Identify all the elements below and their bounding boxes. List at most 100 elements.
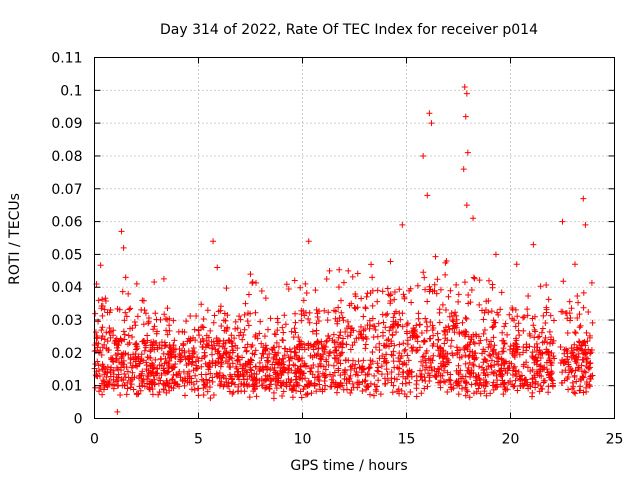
data-point — [580, 350, 587, 357]
data-point — [280, 337, 287, 344]
data-point — [455, 378, 462, 385]
data-point — [195, 392, 202, 399]
data-point — [198, 371, 205, 378]
data-point — [409, 348, 416, 355]
data-point — [203, 337, 210, 344]
data-point — [492, 251, 499, 258]
data-point — [524, 364, 531, 371]
data-point — [263, 345, 270, 352]
data-point — [279, 392, 286, 399]
data-point — [447, 287, 454, 294]
data-point — [321, 386, 328, 393]
data-point — [436, 309, 443, 316]
data-point — [479, 364, 486, 371]
data-point — [369, 274, 376, 281]
data-point — [316, 373, 323, 380]
data-point — [285, 376, 292, 383]
y-axis-label: ROTI / TECUs — [7, 193, 23, 285]
data-point — [575, 299, 582, 306]
data-points — [91, 84, 596, 415]
data-point — [473, 388, 480, 395]
data-point — [360, 335, 367, 342]
data-point — [244, 341, 251, 348]
data-point — [146, 385, 153, 392]
data-point — [427, 335, 434, 342]
data-point — [241, 326, 248, 333]
data-point — [499, 329, 506, 336]
data-point — [362, 304, 369, 311]
data-point — [510, 317, 517, 324]
data-point — [96, 388, 103, 395]
data-point — [391, 375, 398, 382]
data-point — [526, 343, 533, 350]
data-point — [180, 341, 187, 348]
data-point — [512, 340, 519, 347]
data-point — [133, 343, 140, 350]
data-point — [468, 381, 475, 388]
data-point — [233, 363, 240, 370]
data-point — [376, 340, 383, 347]
data-point — [228, 343, 235, 350]
data-point — [330, 372, 337, 379]
data-point — [300, 308, 307, 315]
data-point — [344, 333, 351, 340]
data-point — [483, 366, 490, 373]
data-point — [432, 253, 439, 260]
data-point — [404, 330, 411, 337]
data-point — [166, 315, 173, 322]
data-point — [290, 361, 297, 368]
data-point — [463, 315, 470, 322]
data-point — [267, 315, 274, 322]
data-point — [532, 328, 539, 335]
data-point — [370, 334, 377, 341]
data-point — [305, 238, 312, 245]
data-point — [504, 386, 511, 393]
data-point — [520, 343, 527, 350]
data-point — [544, 348, 551, 355]
data-point — [304, 383, 311, 390]
data-point — [422, 357, 429, 364]
data-point — [144, 337, 151, 344]
data-point — [131, 319, 138, 326]
data-point — [212, 362, 219, 369]
data-point — [132, 362, 139, 369]
data-point — [283, 379, 290, 386]
data-point — [242, 300, 249, 307]
data-point — [223, 285, 230, 292]
data-point — [470, 390, 477, 397]
data-point — [480, 367, 487, 374]
data-point — [273, 375, 280, 382]
data-point — [120, 328, 127, 335]
data-point — [280, 388, 287, 395]
data-point — [361, 378, 368, 385]
data-point — [363, 386, 370, 393]
data-point — [354, 372, 361, 379]
data-point — [331, 354, 338, 361]
data-point — [144, 332, 151, 339]
data-point — [214, 264, 221, 271]
data-point — [480, 316, 487, 323]
data-point — [313, 327, 320, 334]
data-point — [364, 322, 371, 329]
data-point — [589, 319, 596, 326]
data-point — [462, 360, 469, 367]
data-point — [358, 295, 365, 302]
data-point — [401, 293, 408, 300]
data-point — [487, 352, 494, 359]
y-tick-label: 0.03 — [51, 313, 82, 329]
data-point — [249, 279, 256, 286]
data-point — [117, 392, 124, 399]
data-point — [318, 356, 325, 363]
data-point — [127, 378, 134, 385]
data-point — [100, 377, 107, 384]
data-point — [369, 302, 376, 309]
data-point — [236, 313, 243, 320]
data-point — [366, 364, 373, 371]
data-point — [481, 326, 488, 333]
data-point — [232, 318, 239, 325]
data-point — [379, 288, 386, 295]
data-point — [502, 320, 509, 327]
data-point — [479, 350, 486, 357]
data-point — [588, 373, 595, 380]
data-point — [156, 389, 163, 396]
